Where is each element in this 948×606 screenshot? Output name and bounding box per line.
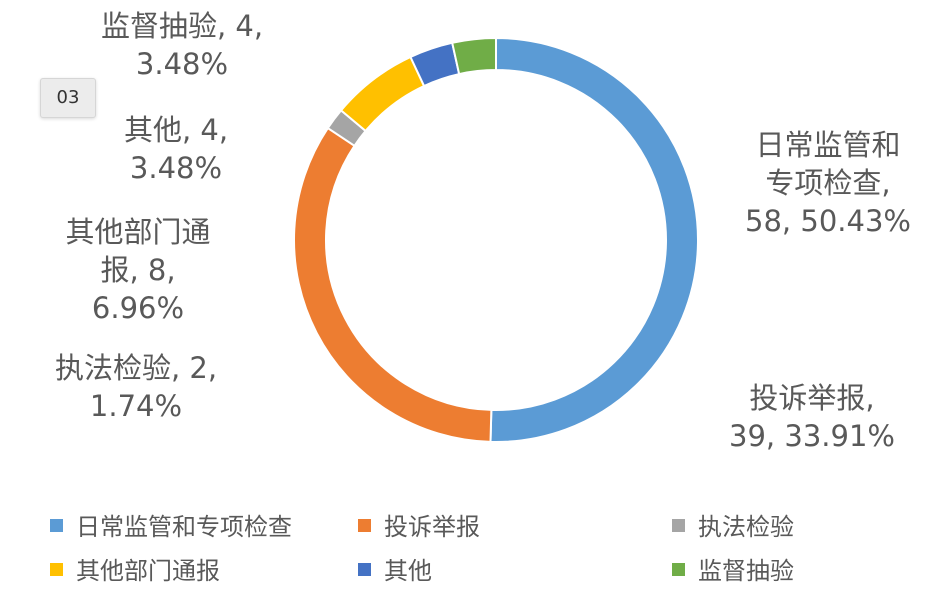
slice-supervision-sampling: [451, 36, 497, 76]
slice-routine-inspection: [489, 36, 699, 443]
legend-label: 其他: [384, 557, 432, 585]
legend-swatch: [672, 563, 685, 576]
donut-slices: [293, 36, 699, 443]
page-number-badge[interactable]: 03: [40, 78, 96, 118]
legend-item-complaint-report: 投诉举报: [358, 513, 480, 541]
legend-item-routine-inspection: 日常监管和专项检查: [50, 513, 292, 541]
legend-label: 其他部门通报: [76, 557, 220, 585]
legend-swatch: [358, 563, 371, 576]
data-label-supervision-sampling: 监督抽验, 4, 3.48%: [101, 9, 263, 81]
legend-item-supervision-sampling: 监督抽验: [672, 557, 794, 585]
legend-item-law-enforcement-test: 执法检验: [672, 513, 794, 541]
legend-swatch: [358, 519, 371, 532]
data-label-other-dept-notice: 其他部门通报, 8, 6.96%: [65, 215, 210, 325]
data-label-routine-inspection: 日常监管和专项检查, 58, 50.43%: [745, 128, 911, 238]
data-label-law-enforcement-test: 执法检验, 2, 1.74%: [55, 351, 217, 423]
legend-swatch: [50, 563, 63, 576]
legend-label: 执法检验: [698, 513, 794, 541]
legend-label: 监督抽验: [698, 557, 794, 585]
legend-label: 日常监管和专项检查: [76, 513, 292, 541]
legend-item-other-dept-notice: 其他部门通报: [50, 557, 220, 585]
data-label-other: 其他, 4, 3.48%: [124, 113, 228, 185]
legend-item-other: 其他: [358, 557, 432, 585]
legend-swatch: [50, 519, 63, 532]
data-labels: 日常监管和专项检查, 58, 50.43% 投诉举报, 39, 33.91% 执法检验,…: [55, 9, 911, 453]
legend-swatch: [672, 519, 685, 532]
legend-label: 投诉举报: [384, 513, 480, 541]
data-label-complaint-report: 投诉举报, 39, 33.91%: [729, 381, 895, 453]
slice-complaint-report: [293, 126, 493, 443]
slice-other-dept-notice: [339, 55, 426, 133]
